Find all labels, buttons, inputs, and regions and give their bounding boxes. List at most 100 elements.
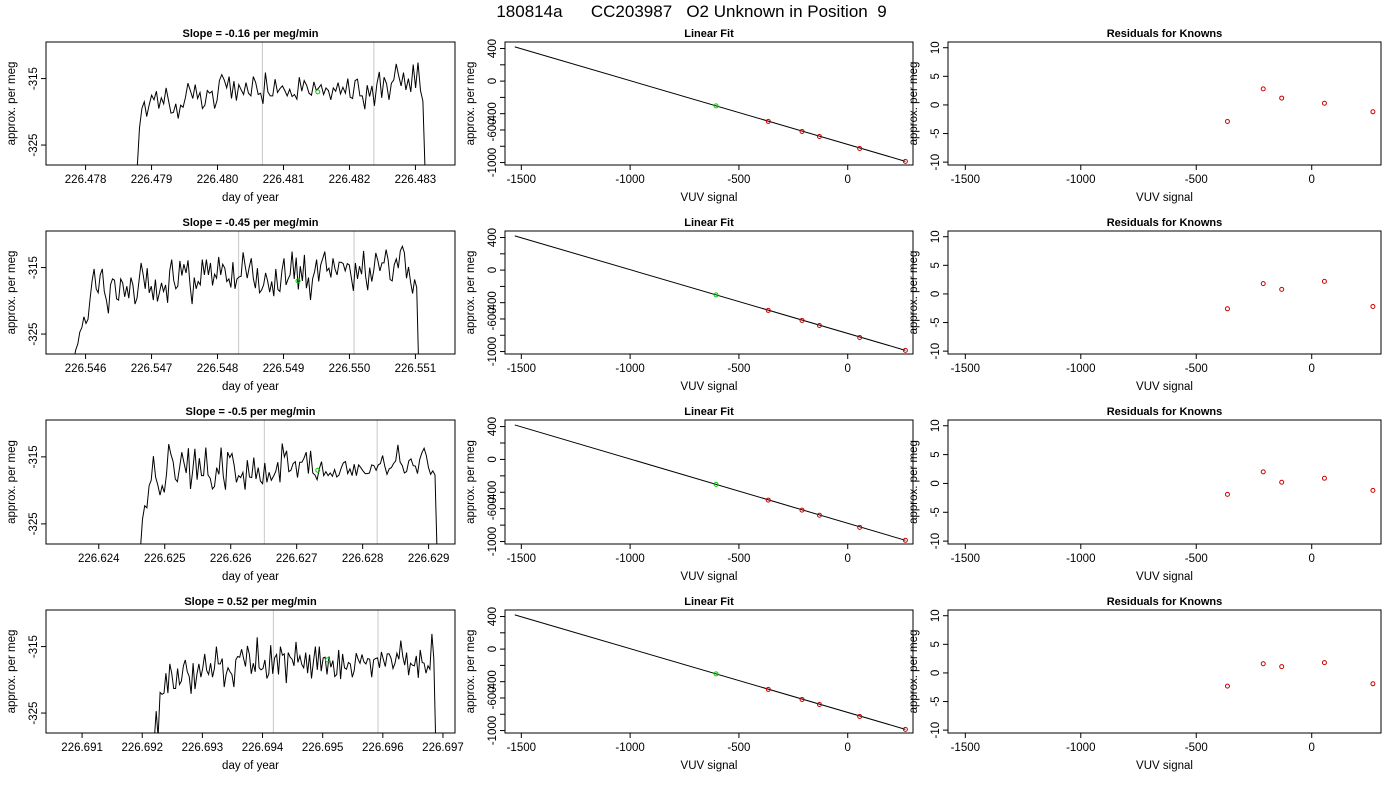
y-tick-label: -315 [28,635,40,658]
x-tick-label: 226.693 [182,742,224,754]
panel-resid-2: Residuals for Knowns VUV signal approx. pe… [908,217,1382,393]
panel-fit-1: Linear Fit VUV signal approx. per meg -1500… [465,28,914,204]
y-axis-label: approx. per meg [6,440,18,524]
unknown-marker [315,89,321,95]
panel-title: Linear Fit [684,596,734,608]
x-tick-label: -500 [727,363,750,375]
x-axis-label: VUV signal [681,760,738,772]
residual-point [1321,660,1327,666]
y-tick-label: 0 [487,78,499,84]
y-tick-label: -600 [487,497,499,520]
x-tick-label: 0 [845,553,851,565]
x-tick-label: 226.626 [210,553,252,565]
residual-point [1370,109,1376,115]
plot-frame [947,419,1382,545]
y-axis-label: approx. per meg [908,62,920,146]
x-axis-label: VUV signal [1136,192,1193,204]
known-point [857,145,863,151]
plot-area [1224,469,1376,497]
y-tick-label: -5 [930,128,942,138]
known-point [816,133,822,139]
fit-line [514,235,906,351]
y-tick-label: -1000 [487,716,499,745]
x-tick-label: 226.550 [329,363,371,375]
y-tick-label: -600 [487,307,499,330]
y-tick-label: 5 [930,641,942,647]
x-tick-label: 226.628 [342,553,384,565]
x-tick-label: 226.697 [422,742,464,754]
y-tick-label: -5 [930,696,942,706]
x-axis-label: VUV signal [1136,571,1193,583]
x-tick-label: 0 [1309,174,1315,186]
panel-title: Linear Fit [684,406,734,418]
plot-area [514,424,908,543]
panel-title: Residuals for Knowns [1107,406,1223,418]
x-tick-label: 0 [845,363,851,375]
panel-title: Linear Fit [684,28,734,40]
plot-frame [504,41,914,166]
known-point [765,686,771,692]
residual-point [1370,681,1376,687]
known-point [816,701,822,707]
x-tick-label: -500 [1185,363,1208,375]
x-axis-label: VUV signal [681,192,738,204]
panel-title: Slope = -0.16 per meg/min [182,28,318,40]
fit-line [514,46,906,162]
known-point [902,726,908,732]
y-tick-label: -400 [487,481,499,504]
y-tick-label: 0 [930,480,942,486]
known-point [816,512,822,518]
x-axis-label: day of year [222,381,279,393]
unknown-marker [324,657,330,663]
page-title: 180814a CC203987 O2 Unknown in Position … [496,2,887,21]
x-tick-label: -1500 [507,174,536,186]
y-tick-label: -325 [28,512,40,535]
x-tick-label: -1000 [1066,742,1095,754]
y-axis-label: approx. per meg [6,251,18,335]
x-tick-label: -1000 [615,363,644,375]
panel-resid-3: Residuals for Knowns VUV signal approx. pe… [908,406,1382,583]
x-tick-label: 226.625 [144,553,186,565]
residual-point [1321,278,1327,284]
x-tick-label: 226.548 [197,363,239,375]
x-tick-label: -1500 [507,363,536,375]
panel-time-1: Slope = -0.16 per meg/min day of year appr… [6,28,456,204]
y-tick-label: -10 [930,533,942,550]
x-tick-label: 226.695 [302,742,344,754]
x-axis-label: VUV signal [681,571,738,583]
y-tick-label: 0 [487,646,499,652]
x-tick-label: -1500 [951,553,980,565]
x-axis-label: day of year [222,571,279,583]
plot-frame [45,230,456,355]
residual-point [1260,661,1266,667]
y-axis-label: approx. per meg [908,251,920,335]
y-tick-label: -315 [28,67,40,90]
x-tick-label: 226.549 [263,363,305,375]
plot-frame [45,41,456,166]
x-tick-label: 226.546 [65,363,107,375]
y-tick-label: 5 [930,73,942,79]
y-tick-label: -325 [28,134,40,157]
residual-point [1260,281,1266,287]
y-tick-label: 400 [487,228,499,247]
x-tick-label: -1000 [1066,363,1095,375]
x-tick-label: 226.692 [121,742,163,754]
plot-area [154,610,436,733]
panel-time-3: Slope = -0.5 per meg/min day of year appro… [6,406,456,583]
unknown-point [713,103,719,109]
x-tick-label: 0 [845,742,851,754]
plot-area [514,614,908,732]
series-line [154,633,436,733]
residual-point [1279,664,1285,670]
x-tick-label: 226.694 [242,742,284,754]
fit-line [514,424,906,541]
y-tick-label: -315 [28,256,40,279]
panel-title: Residuals for Knowns [1107,596,1223,608]
x-axis-label: day of year [222,760,279,772]
x-tick-label: -1000 [1066,174,1095,186]
x-tick-label: -500 [727,742,750,754]
fit-line [514,614,906,730]
residual-point [1260,86,1266,92]
residual-point [1321,100,1327,106]
known-point [857,713,863,719]
